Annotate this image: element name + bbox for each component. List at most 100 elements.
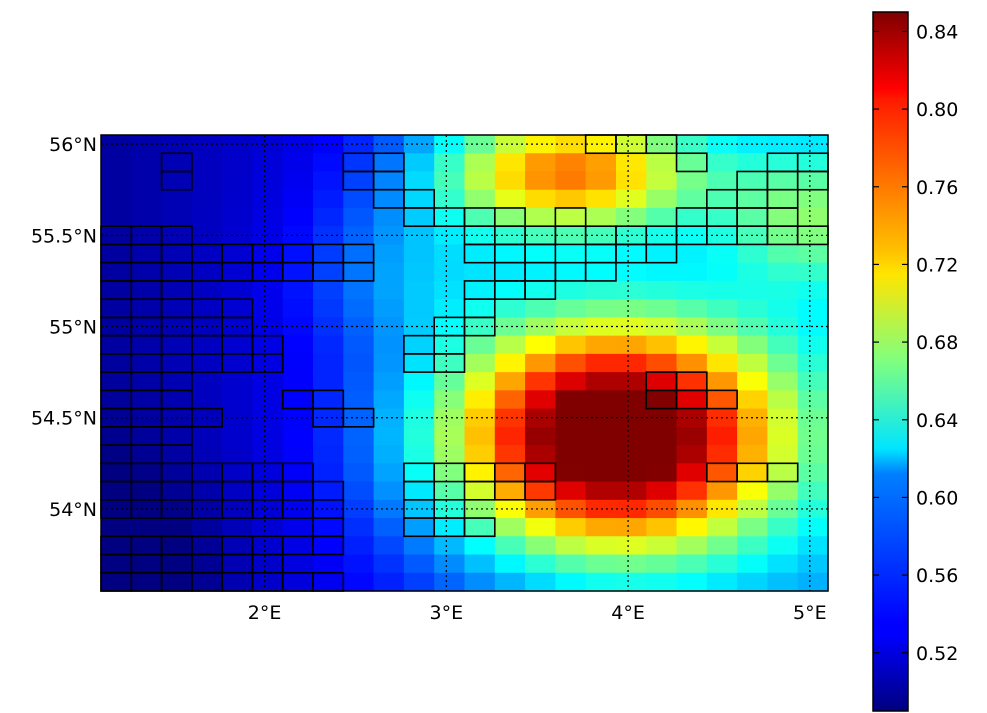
heatmap-cell [525, 299, 556, 318]
heatmap-cell [767, 536, 799, 556]
heatmap-cell [434, 518, 466, 537]
heatmap-cell [615, 299, 647, 318]
heatmap-cell [464, 335, 496, 355]
heatmap-cell [252, 481, 284, 501]
heatmap-cell [494, 408, 526, 428]
heatmap-cell [131, 554, 163, 574]
heatmap-cell [646, 536, 678, 556]
heatmap-cell [737, 353, 769, 373]
heatmap-cell [525, 481, 556, 501]
heatmap-cell [222, 554, 254, 574]
heatmap-cell [282, 390, 314, 410]
heatmap-cell [434, 390, 466, 410]
heatmap-cell [494, 171, 526, 191]
colorbar-tick-label: 0.60 [916, 487, 958, 509]
heatmap-cell [494, 207, 526, 227]
heatmap-cell [101, 244, 132, 264]
heatmap-cell [343, 445, 375, 464]
outlined-cell [251, 353, 284, 373]
heatmap-cell [343, 536, 375, 556]
heatmap-cell [191, 536, 223, 556]
heatmap-cell [403, 299, 435, 318]
heatmap-cell [797, 335, 829, 355]
heatmap-cell [494, 244, 526, 264]
heatmap-cell [525, 499, 556, 519]
heatmap-cell [615, 353, 647, 373]
y-axis-ticks: 56°N 55.5°N 55°N 54.5°N 54°N [31, 134, 97, 521]
heatmap-cell [434, 408, 466, 428]
heatmap-cell [434, 481, 466, 501]
heatmap-cell [434, 171, 466, 191]
colorbar-tick-label: 0.76 [916, 177, 958, 199]
heatmap-cell [313, 372, 344, 391]
heatmap-cell [737, 518, 769, 537]
heatmap-cell [252, 189, 284, 209]
heatmap-cell [161, 244, 193, 264]
heatmap-cell [373, 445, 405, 464]
heatmap-cell [252, 335, 284, 355]
heatmap-cell [373, 189, 405, 209]
heatmap-cell [282, 372, 314, 391]
heatmap-cell [525, 335, 556, 355]
heatmap-cell [797, 189, 829, 209]
heatmap-cell [403, 390, 435, 410]
heatmap-cell [161, 481, 193, 501]
heatmap-cell [676, 262, 708, 282]
heatmap-cell [191, 481, 223, 501]
y-tick-label: 56°N [49, 134, 97, 156]
heatmap-cell [313, 390, 344, 410]
heatmap-cell [403, 518, 435, 537]
heatmap-cell [555, 262, 587, 282]
heatmap-cell [131, 244, 163, 264]
outlined-cell [281, 535, 314, 556]
heatmap-cell [464, 518, 496, 537]
heatmap-cell [494, 317, 526, 337]
heatmap-cell [101, 153, 132, 173]
heatmap-cell [161, 171, 193, 191]
heatmap-cell [464, 536, 496, 556]
heatmap-cell [706, 572, 738, 592]
heatmap-cell [646, 463, 678, 483]
heatmap-cell [706, 262, 738, 282]
heatmap-cell [676, 426, 708, 446]
outlined-cell [554, 207, 587, 228]
heatmap-cell [525, 372, 556, 391]
heatmap-cell [222, 299, 254, 318]
heatmap-cell [464, 499, 496, 519]
heatmap-cell [313, 335, 344, 355]
heatmap-cell [585, 262, 617, 282]
heatmap-cell [464, 226, 496, 246]
heatmap-cell [797, 171, 829, 191]
heatmap-cell [222, 189, 254, 209]
heatmap-cell [737, 335, 769, 355]
heatmap-cell [373, 226, 405, 246]
heatmap-cell [403, 135, 435, 154]
heatmap-cell [343, 372, 375, 391]
heatmap-cell [555, 463, 587, 483]
heatmap-cell [706, 390, 738, 410]
heatmap-cell [434, 353, 466, 373]
heatmap-cell [585, 207, 617, 227]
heatmap-cell [706, 445, 738, 464]
heatmap-cell [343, 280, 375, 300]
heatmap-cell [191, 372, 223, 391]
heatmap-cell [191, 280, 223, 300]
heatmap-cell [797, 153, 829, 173]
heatmap-cell [676, 554, 708, 574]
heatmap-cell [797, 536, 829, 556]
heatmap-cell [494, 153, 526, 173]
y-tick-label: 55°N [49, 317, 97, 339]
heatmap-cell [767, 518, 799, 537]
heatmap-cell [373, 518, 405, 537]
outlined-cell [524, 480, 557, 501]
heatmap-cell [403, 499, 435, 519]
heatmap-cell [464, 463, 496, 483]
heatmap-cell [403, 426, 435, 446]
heatmap-cell [313, 244, 344, 264]
heatmap-cell [252, 426, 284, 446]
colorbar [872, 11, 909, 712]
heatmap-cell [434, 372, 466, 391]
heatmap-cell [313, 426, 344, 446]
heatmap-cell [767, 572, 799, 592]
heatmap-cell [797, 244, 829, 264]
